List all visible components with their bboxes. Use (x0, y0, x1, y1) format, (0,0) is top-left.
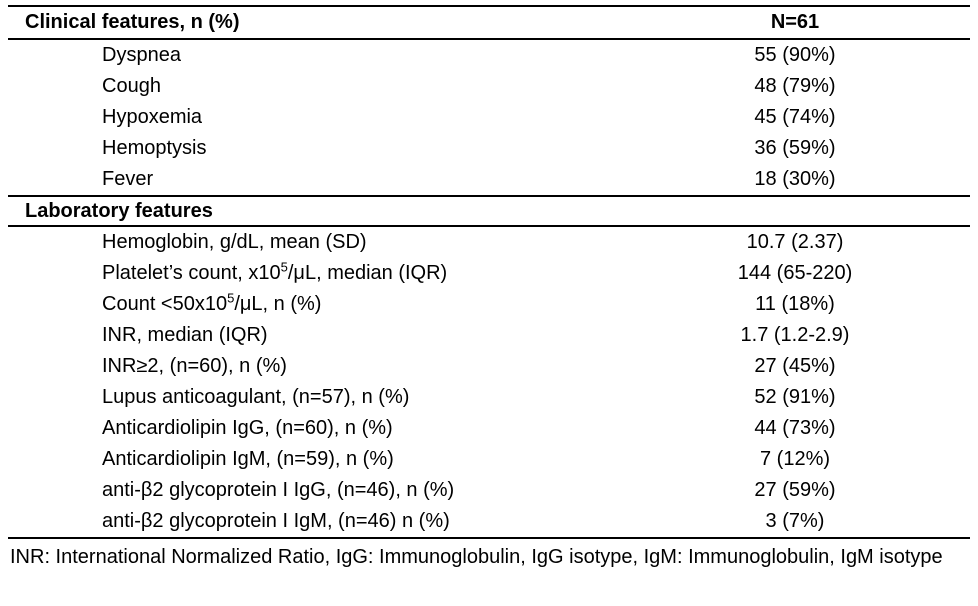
table-row: Anticardiolipin IgG, (n=60), n (%) 44 (73… (8, 413, 970, 444)
row-label: INR, median (IQR) (102, 324, 268, 346)
row-label: Platelet’s count, x105/μL, median (IQR) (8, 262, 620, 285)
row-value: 27 (59%) (754, 479, 836, 501)
row-label: Lupus anticoagulant, (n=57), n (%) (102, 386, 410, 408)
row-label: anti-β2 glycoprotein I IgM, (n=46) n (%) (102, 510, 450, 532)
row-value: 52 (91%) (754, 386, 836, 408)
row-value: 1.7 (1.2-2.9) (740, 324, 850, 346)
row-value: 7 (12%) (759, 448, 831, 470)
column-header-n: N=61 (770, 11, 820, 33)
row-label: INR≥2, (n=60), n (%) (102, 355, 287, 377)
row-value: 11 (18%) (755, 293, 835, 315)
table-row: INR, median (IQR) 1.7 (1.2-2.9) (8, 320, 970, 351)
row-label: Anticardiolipin IgG, (n=60), n (%) (102, 417, 393, 439)
table-row: Fever 18 (30%) (8, 164, 970, 195)
clinical-features-table: Clinical features, n (%) N=61 Dyspnea 55 … (8, 5, 970, 573)
paper-table-page: Clinical features, n (%) N=61 Dyspnea 55 … (0, 5, 978, 606)
row-label: Hypoxemia (102, 106, 203, 128)
row-label: Anticardiolipin IgM, (n=59), n (%) (102, 448, 394, 470)
row-label: Hemoglobin, g/dL, mean (SD) (102, 231, 367, 253)
table-row: Count <50x105/μL, n (%) 11 (18%) (8, 289, 970, 320)
row-value: 36 (59%) (754, 137, 836, 159)
row-value: 10.7 (2.37) (746, 231, 844, 253)
row-value: 18 (30%) (754, 168, 836, 190)
row-label: Fever (102, 168, 154, 190)
table-row: Hypoxemia 45 (74%) (8, 102, 970, 133)
table-row: Dyspnea 55 (90%) (8, 40, 970, 71)
superscript-5: 5 (280, 262, 288, 275)
row-value: 48 (79%) (754, 75, 836, 97)
table-row: Hemoglobin, g/dL, mean (SD) 10.7 (2.37) (8, 227, 970, 258)
table-row: Platelet’s count, x105/μL, median (IQR) 1… (8, 258, 970, 289)
row-label: Count <50x105/μL, n (%) (8, 293, 620, 316)
row-value: 3 (7%) (765, 510, 825, 532)
table-body: Dyspnea 55 (90%) Cough 48 (79%) Hypoxemia 45 … (8, 40, 970, 539)
table-row: anti-β2 glycoprotein I IgG, (n=46), n (%… (8, 475, 970, 506)
row-label: anti-β2 glycoprotein I IgG, (n=46), n (%… (102, 479, 455, 501)
table-row: Hemoptysis 36 (59%) (8, 133, 970, 164)
table-row: INR≥2, (n=60), n (%) 27 (45%) (8, 351, 970, 382)
row-value: 55 (90%) (754, 44, 836, 66)
table-footnote: INR: International Normalized Ratio, IgG… (10, 546, 943, 568)
superscript-5: 5 (227, 293, 235, 306)
row-value: 27 (45%) (754, 355, 836, 377)
table-header-row: Clinical features, n (%) N=61 (8, 5, 970, 40)
row-label: Cough (102, 75, 161, 97)
row-value: 45 (74%) (754, 106, 836, 128)
section-title: Laboratory features (25, 199, 213, 222)
row-value: 44 (73%) (754, 417, 836, 439)
table-row: Anticardiolipin IgM, (n=59), n (%) 7 (12%… (8, 444, 970, 475)
table-row: Lupus anticoagulant, (n=57), n (%) 52 (91… (8, 382, 970, 413)
row-label: Dyspnea (102, 44, 181, 66)
column-header-features: Clinical features, n (%) (25, 11, 240, 33)
table-row: anti-β2 glycoprotein I IgM, (n=46) n (%)… (8, 506, 970, 537)
row-value: 144 (65-220) (737, 262, 853, 284)
row-label: Hemoptysis (102, 137, 207, 159)
table-row: Cough 48 (79%) (8, 71, 970, 102)
section-header-row: Laboratory features (8, 195, 970, 227)
